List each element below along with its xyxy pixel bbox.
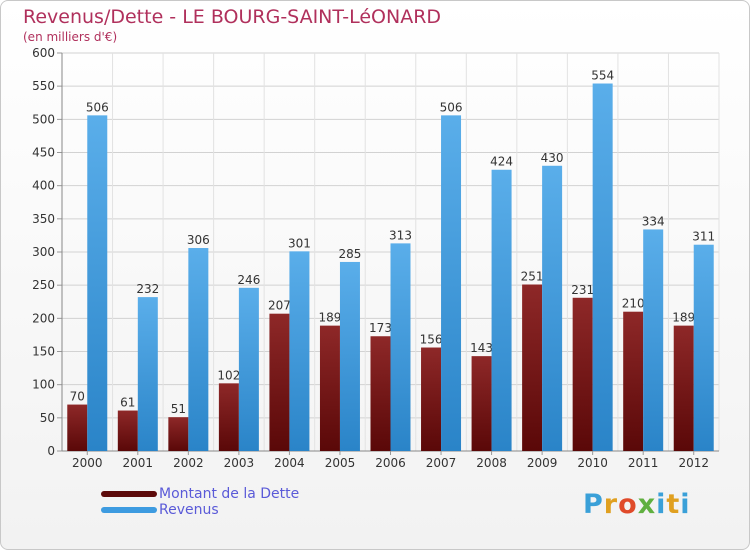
- x-tick-label: 2012: [678, 456, 709, 470]
- logo-letter: r: [603, 489, 619, 520]
- debt-data-label: 251: [521, 270, 544, 284]
- revenue-bar: [137, 297, 158, 451]
- y-tick-label: 150: [32, 345, 55, 359]
- revenue-bar: [491, 169, 512, 451]
- debt-bar: [117, 410, 138, 451]
- legend-item-debt: Montant de la Dette: [101, 486, 299, 502]
- y-tick-label: 200: [32, 311, 55, 325]
- revenue-bar: [643, 229, 664, 451]
- legend-label-debt: Montant de la Dette: [159, 486, 300, 502]
- revenue-data-label: 306: [187, 233, 210, 247]
- debt-data-label: 207: [268, 299, 291, 313]
- debt-bar: [269, 313, 290, 451]
- debt-bar: [572, 297, 593, 451]
- y-tick-label: 550: [32, 79, 55, 93]
- x-tick-label: 2001: [123, 456, 154, 470]
- debt-data-label: 143: [470, 341, 493, 355]
- revenue-data-label: 430: [541, 151, 564, 165]
- proxiti-logo: Proxiti: [583, 489, 691, 520]
- revenue-data-label: 334: [642, 214, 665, 228]
- x-tick-label: 2010: [577, 456, 608, 470]
- revenue-bar: [693, 244, 714, 451]
- legend-item-revenue: Revenus: [101, 502, 299, 518]
- x-tick-label: 2005: [325, 456, 356, 470]
- revenue-data-label: 554: [591, 69, 614, 83]
- debt-bar: [218, 383, 239, 451]
- revenue-bar: [592, 83, 613, 451]
- logo-letter: i: [656, 489, 667, 520]
- chart-subtitle: (en milliers d'€): [23, 30, 118, 44]
- legend: Montant de la Dette Revenus: [101, 486, 299, 518]
- legend-label-revenue: Revenus: [159, 502, 219, 518]
- x-tick-label: 2004: [274, 456, 305, 470]
- debt-data-label: 173: [369, 321, 392, 335]
- revenue-bar: [390, 243, 411, 451]
- logo-letter: t: [666, 489, 681, 520]
- revenue-bar: [339, 261, 360, 451]
- x-tick-label: 2006: [375, 456, 406, 470]
- debt-bar: [673, 325, 694, 451]
- x-tick-label: 2007: [426, 456, 457, 470]
- revenue-data-label: 424: [490, 155, 513, 169]
- x-tick-label: 2011: [628, 456, 659, 470]
- revenue-data-label: 313: [389, 228, 412, 242]
- debt-data-label: 70: [70, 390, 85, 404]
- x-tick-label: 2002: [173, 456, 204, 470]
- chart-title: Revenus/Dette - LE BOURG-SAINT-LéONARD: [23, 6, 442, 28]
- revenue-data-label: 311: [692, 230, 715, 244]
- y-tick-label: 400: [32, 179, 55, 193]
- revenue-bar: [441, 115, 462, 451]
- debt-data-label: 51: [171, 402, 186, 416]
- legend-swatch-revenue: [101, 507, 157, 513]
- y-tick-label: 300: [32, 245, 55, 259]
- debt-data-label: 189: [672, 311, 695, 325]
- y-tick-label: 450: [32, 146, 55, 160]
- debt-bar: [168, 417, 189, 451]
- logo-letter: P: [583, 489, 604, 520]
- revenue-data-label: 506: [440, 100, 463, 114]
- revenue-data-label: 232: [136, 282, 159, 296]
- debt-data-label: 189: [319, 311, 342, 325]
- debt-bar: [67, 404, 88, 451]
- debt-bar: [370, 336, 391, 451]
- revenue-data-label: 506: [86, 100, 109, 114]
- debt-bar: [522, 284, 543, 451]
- logo-letter: i: [680, 489, 691, 520]
- y-tick-label: 50: [40, 411, 55, 425]
- revenue-bar: [188, 248, 209, 451]
- y-tick-label: 600: [32, 46, 55, 60]
- debt-data-label: 156: [420, 333, 443, 347]
- debt-bar: [319, 325, 340, 451]
- debt-bar: [471, 356, 492, 451]
- y-tick-label: 500: [32, 112, 55, 126]
- logo-letter: o: [618, 489, 638, 520]
- y-tick-label: 100: [32, 378, 55, 392]
- revenue-data-label: 301: [288, 236, 311, 250]
- debt-bar: [623, 311, 644, 451]
- debt-data-label: 231: [571, 283, 594, 297]
- legend-swatch-debt: [101, 491, 157, 497]
- revenue-bar: [238, 287, 259, 451]
- revenue-data-label: 285: [339, 247, 362, 261]
- revenue-bar: [289, 251, 310, 451]
- debt-data-label: 210: [622, 297, 645, 311]
- x-tick-label: 2008: [476, 456, 507, 470]
- revenue-bar: [542, 165, 563, 451]
- revenue-data-label: 246: [237, 273, 260, 287]
- x-tick-label: 2009: [527, 456, 558, 470]
- logo-letter: x: [637, 489, 657, 520]
- y-tick-label: 0: [47, 444, 55, 458]
- x-tick-label: 2000: [72, 456, 103, 470]
- debt-data-label: 61: [120, 396, 135, 410]
- y-tick-label: 350: [32, 212, 55, 226]
- debt-data-label: 102: [217, 368, 240, 382]
- y-tick-label: 250: [32, 278, 55, 292]
- x-tick-label: 2003: [224, 456, 255, 470]
- debt-bar: [421, 347, 442, 451]
- revenue-bar: [87, 115, 108, 451]
